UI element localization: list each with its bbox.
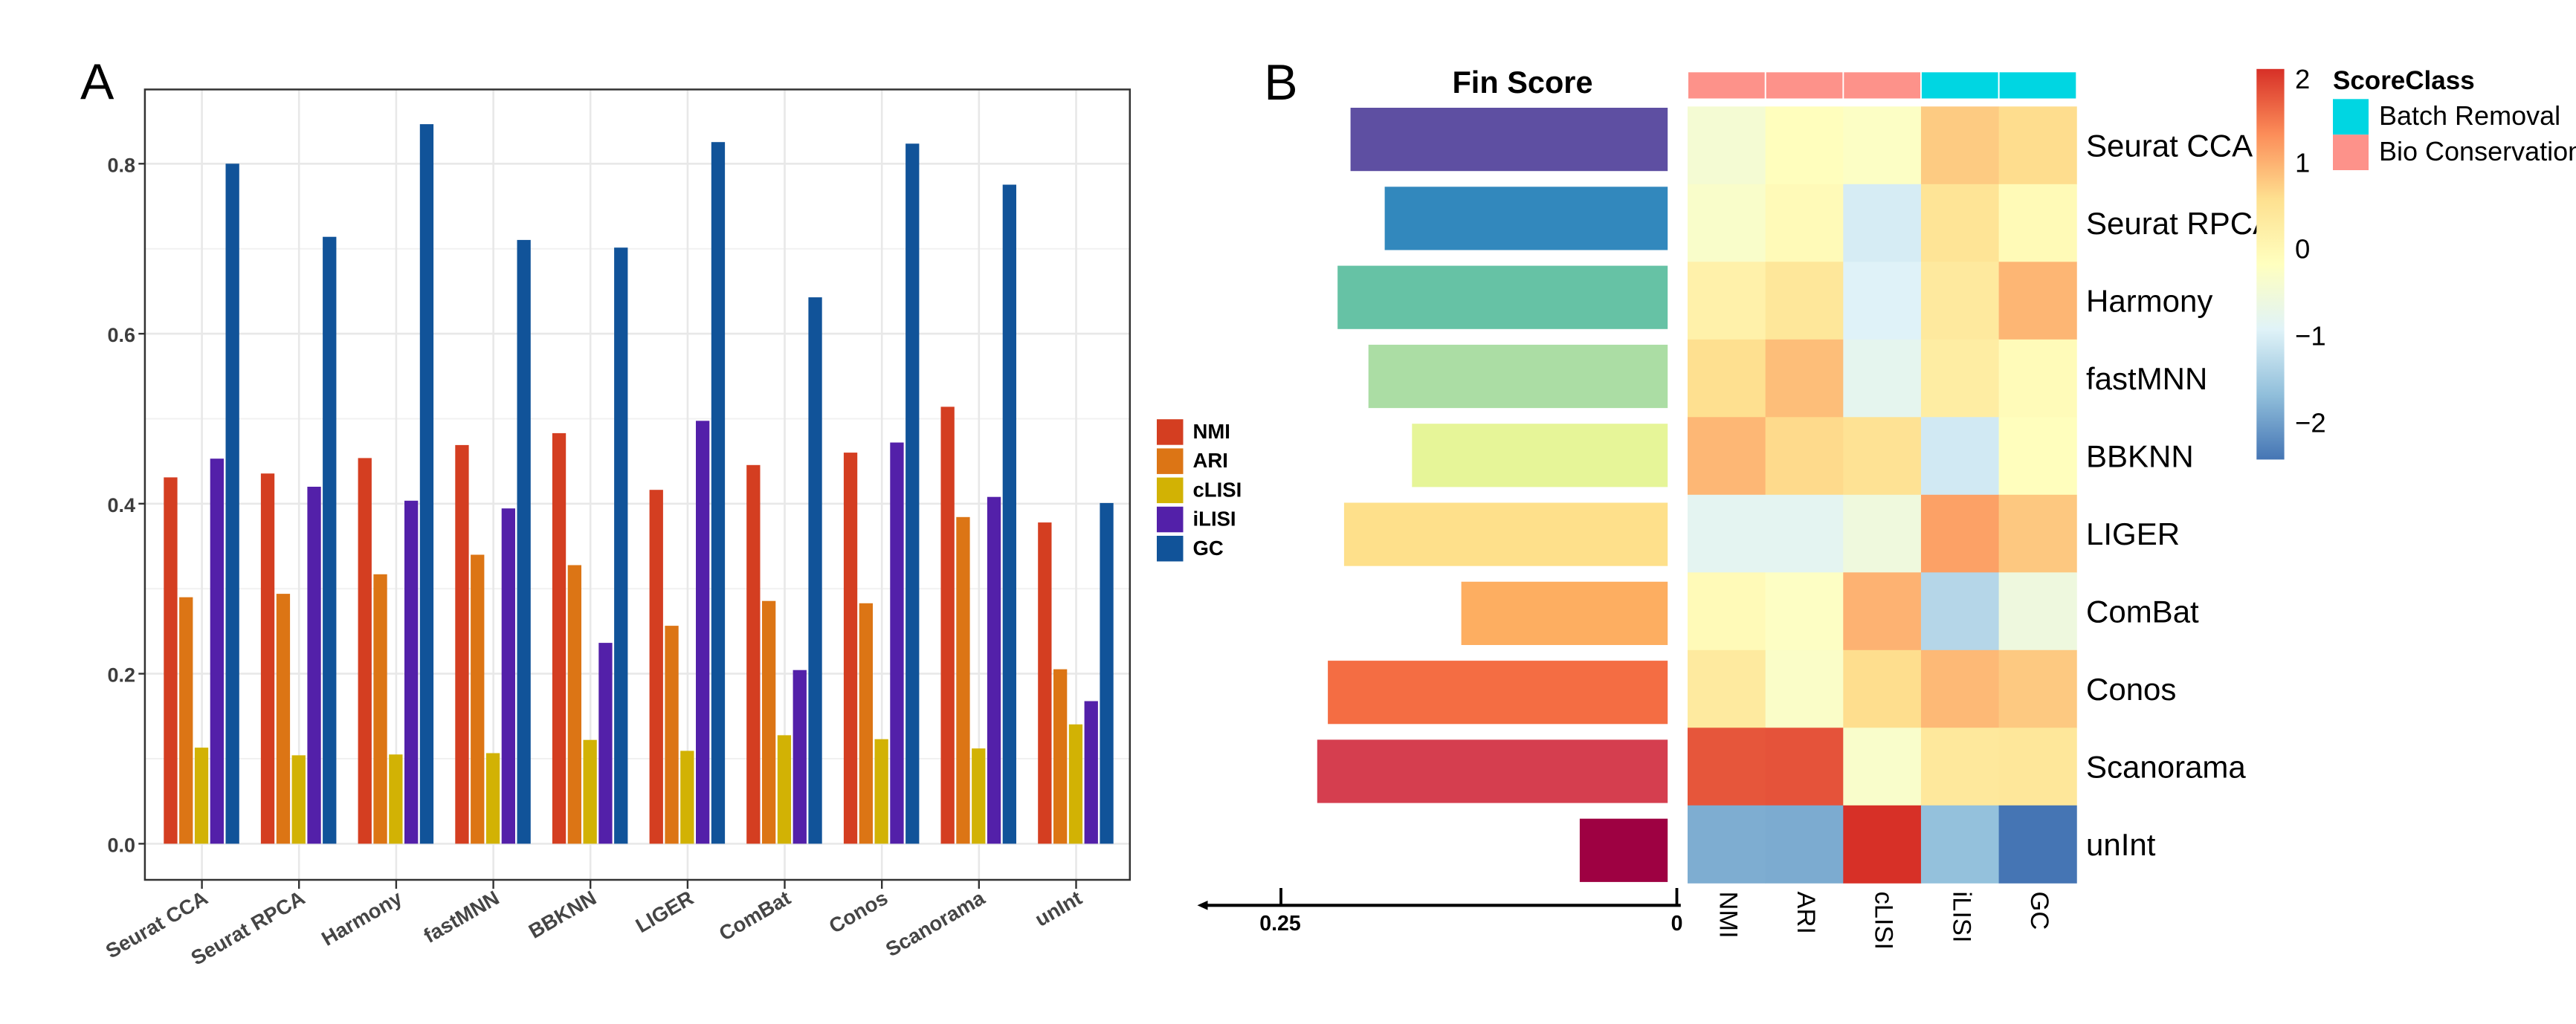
svg-text:NMI: NMI — [1193, 420, 1230, 443]
svg-text:Harmony: Harmony — [2086, 284, 2212, 319]
svg-text:BBKNN: BBKNN — [2086, 439, 2194, 474]
svg-text:Fin Score: Fin Score — [1452, 65, 1592, 100]
svg-text:0.25: 0.25 — [1259, 912, 1301, 936]
svg-text:Seurat RPCA: Seurat RPCA — [2086, 206, 2273, 241]
svg-text:A: A — [80, 54, 114, 110]
svg-text:LIGER: LIGER — [2086, 516, 2180, 551]
svg-text:cLISI: cLISI — [1870, 892, 1898, 950]
svg-text:0.0: 0.0 — [107, 834, 135, 856]
svg-text:ScoreClass: ScoreClass — [2333, 66, 2475, 95]
svg-text:0.6: 0.6 — [107, 324, 135, 346]
svg-text:0: 0 — [2295, 234, 2310, 265]
svg-text:NMI: NMI — [1714, 892, 1742, 939]
svg-text:ARI: ARI — [1193, 449, 1228, 472]
svg-text:0.2: 0.2 — [107, 664, 135, 687]
svg-text:ARI: ARI — [1792, 892, 1820, 935]
svg-text:0: 0 — [1671, 912, 1683, 936]
svg-text:0.4: 0.4 — [107, 494, 135, 516]
svg-text:1: 1 — [2295, 148, 2310, 178]
svg-text:Conos: Conos — [2086, 672, 2176, 707]
svg-text:Batch Removal: Batch Removal — [2379, 100, 2560, 131]
svg-text:2: 2 — [2295, 64, 2310, 94]
svg-text:Scanorama: Scanorama — [2086, 750, 2246, 785]
svg-text:fastMNN: fastMNN — [2086, 361, 2207, 396]
svg-text:GC: GC — [1193, 537, 1224, 560]
svg-text:Bio Conservation: Bio Conservation — [2379, 136, 2576, 166]
svg-text:unInt: unInt — [2086, 827, 2156, 862]
svg-text:iLISI: iLISI — [1193, 508, 1236, 531]
svg-text:−2: −2 — [2295, 408, 2326, 438]
svg-text:cLISI: cLISI — [1193, 478, 1242, 501]
svg-text:GC: GC — [2025, 892, 2053, 930]
svg-text:B: B — [1264, 54, 1297, 111]
svg-text:0.8: 0.8 — [107, 154, 135, 176]
svg-text:ComBat: ComBat — [2086, 594, 2199, 629]
svg-text:Seurat CCA: Seurat CCA — [2086, 129, 2253, 163]
svg-text:iLISI: iLISI — [1947, 892, 1975, 943]
svg-text:−1: −1 — [2295, 321, 2326, 351]
